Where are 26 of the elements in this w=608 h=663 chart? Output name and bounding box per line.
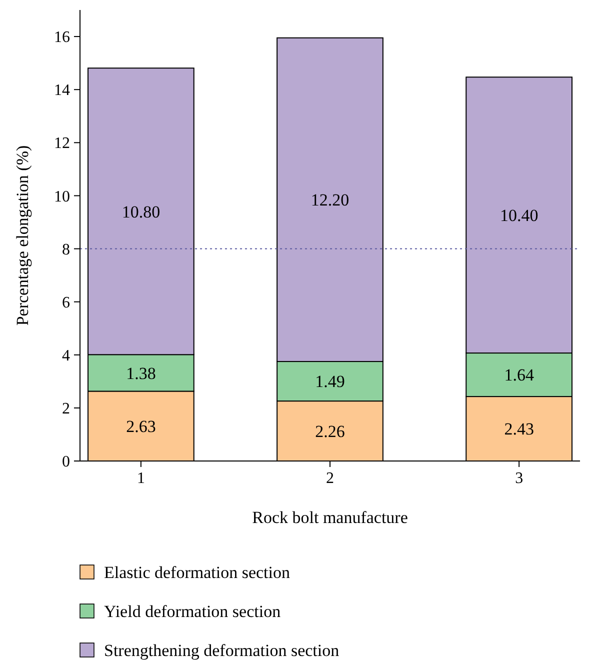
legend-label: Yield deformation section [104,602,282,621]
legend-label: Strengthening deformation section [104,640,340,660]
data-label: 2.63 [126,417,156,436]
y-tick-label: 12 [54,135,70,152]
data-label: 12.20 [310,190,350,210]
data-label: 10.80 [122,202,160,222]
y-axis-title: Percentage elongation (%) [13,145,32,326]
y-tick-label: 6 [62,294,70,312]
y-tick-label: 8 [62,241,70,258]
data-label: 2.26 [315,422,345,441]
data-label: 2.43 [504,420,534,439]
y-tick-label: 2 [62,400,70,418]
y-tick-label: 10 [54,188,70,206]
x-tick-label: 2 [326,470,334,487]
x-tick-label: 1 [136,470,145,487]
y-tick-label: 16 [54,29,70,46]
y-tick-label: 14 [54,82,70,100]
x-tick-label: 3 [515,470,524,487]
y-tick-label: 0 [62,454,70,471]
data-label: 1.38 [126,364,156,383]
legend-label: Elastic deformation section [104,562,290,582]
data-label: 1.49 [315,372,345,392]
data-label: 10.40 [500,206,538,226]
data-label: 1.64 [504,366,534,385]
y-tick-label: 4 [62,347,70,364]
x-axis-title: Rock bolt manufacture [252,508,408,527]
